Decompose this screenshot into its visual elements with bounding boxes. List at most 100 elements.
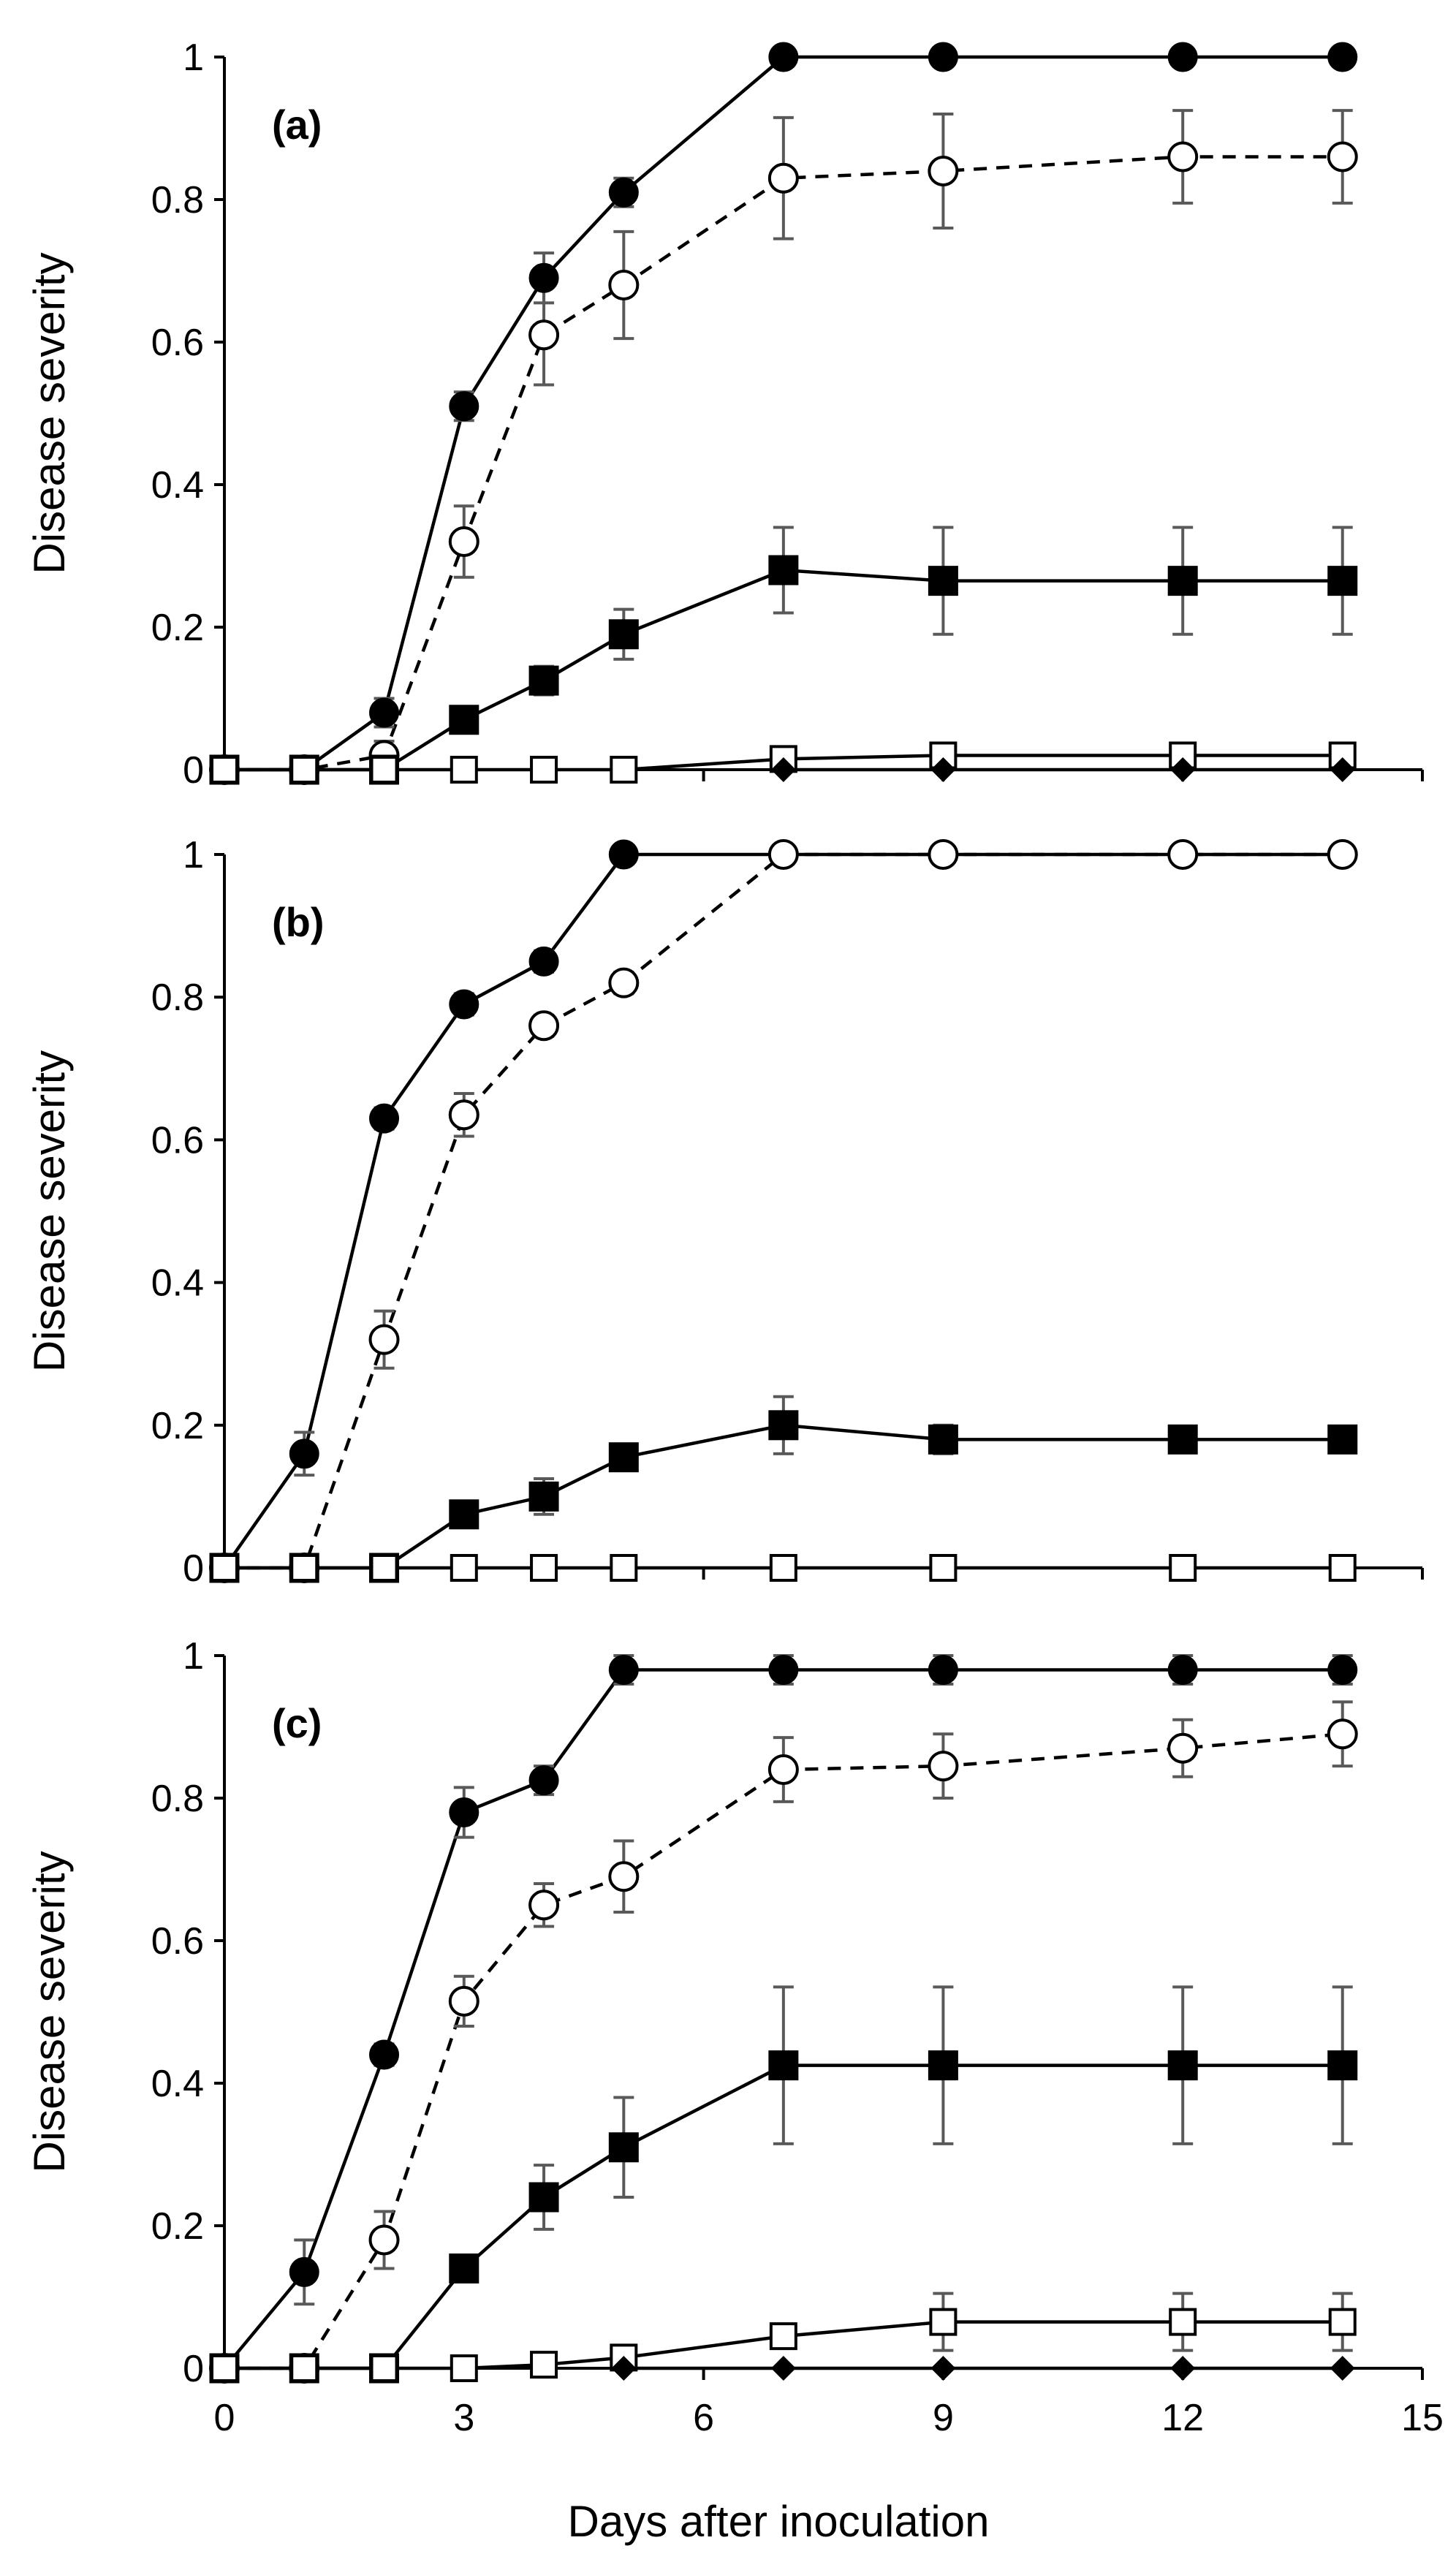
data-point-open-circle	[928, 839, 959, 870]
panel-label: (c)	[272, 1700, 322, 1746]
data-point-filled-square	[1167, 566, 1198, 596]
data-point-filled-square	[528, 2182, 559, 2213]
data-point-open-square	[290, 756, 319, 784]
data-point-filled-square	[768, 555, 799, 585]
data-point-open-square	[769, 1554, 797, 1582]
y-tick-label: 0.2	[151, 1405, 204, 1447]
y-axis-title: Disease severity	[25, 252, 74, 574]
x-tick-label: 15	[1401, 2397, 1444, 2439]
data-point-filled-circle	[1327, 1655, 1358, 1685]
data-point-open-square	[929, 1554, 958, 1582]
data-point-filled-square	[528, 665, 559, 696]
data-point-filled-circle	[1167, 1655, 1198, 1685]
series-line-open-circle	[224, 852, 1343, 1570]
y-tick-label: 0	[183, 749, 204, 792]
data-point-filled-square	[528, 1481, 559, 1512]
data-point-open-square	[610, 756, 638, 784]
data-point-filled-square	[1327, 1424, 1358, 1455]
data-point-filled-square	[449, 1499, 479, 1530]
data-point-open-circle	[368, 1324, 400, 1355]
data-point-open-circle	[767, 839, 799, 870]
data-point-open-square	[610, 1554, 638, 1582]
series-line-filled-circle	[224, 55, 1343, 772]
data-point-filled-diamond	[930, 2356, 956, 2381]
data-point-open-circle	[767, 1754, 799, 1785]
data-point-filled-circle	[1167, 42, 1198, 72]
data-point-filled-diamond	[930, 757, 956, 782]
data-point-open-circle	[608, 1861, 640, 1892]
panel-label: (a)	[272, 102, 322, 148]
data-point-filled-diamond	[1170, 2356, 1196, 2381]
series-line-open-circle	[224, 155, 1343, 772]
series-line-open-square	[224, 754, 1343, 772]
data-point-filled-circle	[528, 946, 559, 977]
series-line-filled-circle	[223, 1668, 1343, 2370]
data-point-open-circle	[448, 1099, 479, 1131]
data-point-filled-circle	[1327, 42, 1358, 72]
data-point-filled-circle	[369, 1103, 400, 1134]
data-point-open-circle	[1167, 141, 1199, 173]
data-point-filled-square	[608, 2132, 639, 2163]
data-point-open-circle	[448, 1985, 479, 2017]
data-point-open-square	[1169, 2308, 1197, 2336]
data-point-open-square	[370, 2354, 398, 2382]
y-tick-label: 0.8	[151, 1778, 204, 1820]
data-point-filled-circle	[528, 1765, 559, 1796]
data-point-filled-diamond	[1330, 757, 1355, 782]
data-point-filled-circle	[449, 1797, 479, 1827]
data-point-filled-circle	[369, 697, 400, 728]
data-point-open-square	[1328, 2308, 1357, 2336]
y-tick-label: 1	[183, 834, 204, 876]
data-point-open-square	[1169, 1554, 1197, 1582]
data-point-filled-square	[449, 2254, 479, 2283]
y-tick-label: 0.2	[151, 607, 204, 649]
data-point-filled-square	[1167, 1424, 1198, 1455]
data-point-filled-diamond	[1170, 757, 1196, 782]
data-point-filled-square	[1327, 2050, 1358, 2081]
series-line-filled-circle	[223, 852, 1343, 1569]
y-tick-label: 0.4	[151, 464, 204, 507]
data-point-open-circle	[528, 1010, 560, 1042]
data-point-filled-circle	[528, 262, 559, 293]
data-point-filled-square	[768, 1410, 799, 1441]
data-point-filled-square	[449, 705, 479, 735]
data-point-filled-circle	[289, 2256, 319, 2287]
data-point-open-square	[530, 1554, 558, 1582]
data-point-filled-circle	[928, 1655, 958, 1685]
x-tick-label: 0	[214, 2397, 235, 2439]
data-point-open-square	[211, 1554, 238, 1582]
y-tick-label: 0	[183, 1547, 204, 1590]
panel-b: 0 0.2 0.4 0.6 0.8 1 Disease severity (b)	[25, 834, 1424, 1590]
y-tick-label: 0.6	[151, 1119, 204, 1161]
data-point-filled-square	[928, 1424, 958, 1455]
panel-label: (b)	[272, 899, 325, 945]
y-tick-label: 0.4	[151, 2063, 204, 2105]
panel-c: 0 0.2 0.4 0.6 0.8 1 0 3 6 9 12 15 Disease severity (c…	[25, 1635, 1444, 2439]
data-point-filled-circle	[449, 391, 479, 422]
data-point-filled-circle	[449, 989, 479, 1020]
data-point-open-circle	[448, 526, 479, 557]
data-point-open-circle	[528, 319, 560, 351]
data-point-open-square	[290, 1554, 319, 1582]
data-point-filled-diamond	[770, 757, 796, 782]
x-tick-label: 9	[933, 2397, 954, 2439]
data-point-filled-square	[608, 1442, 639, 1473]
data-point-filled-circle	[928, 42, 958, 72]
data-point-filled-square	[768, 2050, 799, 2081]
data-point-open-square	[530, 756, 558, 784]
data-point-open-square	[450, 756, 478, 784]
data-point-open-circle	[928, 156, 959, 186]
data-point-open-circle	[1327, 839, 1358, 870]
data-point-open-circle	[608, 270, 640, 300]
data-point-open-square	[450, 1554, 478, 1582]
data-point-filled-diamond	[611, 2356, 637, 2381]
data-point-filled-circle	[608, 177, 639, 208]
data-point-open-square	[290, 2354, 319, 2382]
data-point-open-square	[929, 2308, 958, 2336]
y-tick-label: 1	[183, 37, 204, 79]
y-axis-title: Disease severity	[25, 1851, 74, 2172]
y-tick-label: 0.4	[151, 1262, 204, 1305]
x-tick-label: 3	[453, 2397, 474, 2439]
data-point-open-circle	[1167, 839, 1199, 870]
y-tick-label: 0.6	[151, 322, 204, 364]
